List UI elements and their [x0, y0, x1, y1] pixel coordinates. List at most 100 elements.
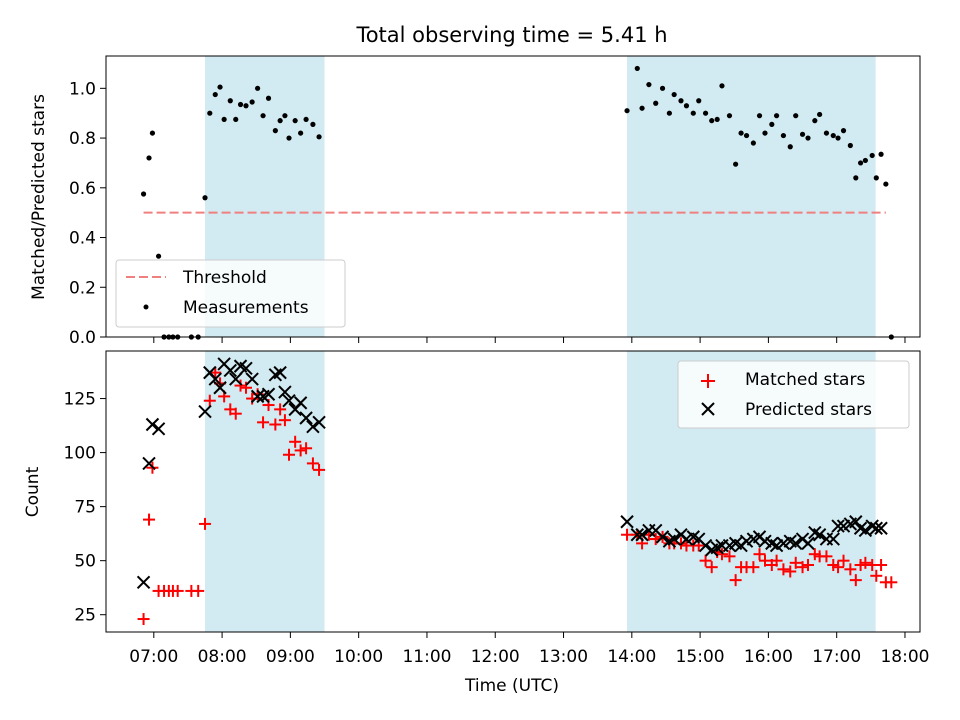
measurement-point — [883, 181, 889, 187]
matched-star-point — [715, 548, 728, 561]
measurement-point — [233, 116, 239, 123]
measurement-point — [756, 113, 763, 119]
matched-star-point — [283, 448, 296, 461]
measurement-point — [666, 110, 672, 116]
measurement-point — [793, 113, 799, 119]
matched-star-point — [729, 574, 742, 587]
predicted-star-point — [142, 456, 156, 471]
measurement-point — [857, 160, 864, 166]
predicted-legend-label: Predicted stars — [745, 400, 872, 420]
top-legend: Threshold Measurements — [115, 259, 346, 328]
predicted-star-point — [223, 363, 237, 378]
x-tick-label: 07:00 — [129, 647, 178, 667]
measurement-point — [823, 130, 830, 136]
matched-star-point — [239, 381, 252, 394]
measurement-point — [853, 175, 859, 181]
x-tick-label: 13:00 — [539, 647, 588, 667]
measurement-point — [292, 118, 298, 124]
measurements-legend-swatch — [143, 304, 149, 310]
measurement-point — [140, 191, 147, 197]
matched-star-point — [192, 584, 205, 597]
matched-star-point — [770, 554, 783, 567]
matched-star-point — [621, 528, 634, 541]
x-tick-label: 16:00 — [744, 647, 793, 667]
matched-star-point — [784, 565, 797, 578]
matched-star-point — [777, 563, 790, 576]
measurement-point — [286, 135, 292, 141]
measurement-point — [243, 103, 249, 109]
measurement-point — [646, 81, 652, 88]
measurement-point — [265, 95, 272, 101]
matched-star-point — [234, 379, 247, 392]
measurement-point — [249, 99, 255, 105]
measurement-point — [709, 118, 715, 124]
bottom-legend-box — [677, 360, 910, 429]
x-tick-label: 10:00 — [334, 647, 383, 667]
measurement-point — [237, 101, 244, 108]
x-tick-label: 18:00 — [880, 647, 929, 667]
matched-star-point — [885, 576, 898, 589]
measurement-point — [733, 161, 739, 167]
matched-star-point — [747, 561, 760, 574]
measurement-point — [659, 85, 666, 91]
predicted-star-point — [198, 404, 212, 419]
matched-star-point — [137, 613, 150, 626]
measurement-point — [653, 100, 659, 106]
predicted-star-point — [278, 385, 292, 399]
measurement-point — [799, 131, 806, 137]
predicted-star-point — [667, 532, 681, 546]
y-tick-label: 0.6 — [69, 179, 96, 199]
matched-star-point — [229, 407, 242, 420]
bottom-legend: Matched stars Predicted stars — [677, 360, 910, 429]
matched-star-point — [870, 569, 883, 582]
measurement-point — [298, 130, 304, 136]
ratio-panel: 0.0 0.2 0.4 0.6 0.8 1.0 Matched/Predicted sta… — [29, 55, 921, 348]
measurement-point — [212, 91, 218, 98]
predicted-star-point — [136, 575, 151, 589]
predicted-star-point — [229, 372, 243, 386]
matched-star-point — [832, 561, 845, 574]
measurement-point — [787, 144, 793, 150]
y-tick-label: 25 — [74, 606, 96, 626]
measurement-point — [847, 142, 853, 149]
measurement-point — [780, 132, 787, 139]
measurement-point — [817, 111, 823, 118]
matched-star-point — [699, 554, 712, 567]
measurement-point — [678, 98, 684, 104]
predicted-star-point — [826, 532, 840, 546]
predicted-star-point — [213, 381, 227, 395]
measurement-point — [743, 132, 750, 139]
measurement-point — [683, 103, 690, 109]
predicted-star-point — [239, 361, 253, 375]
measurement-point — [738, 130, 744, 136]
measurement-point — [146, 155, 152, 161]
count-plot-area — [136, 357, 898, 626]
measurement-point — [221, 116, 227, 123]
measurement-point — [719, 83, 725, 89]
measurement-point — [835, 135, 841, 141]
measurement-point — [202, 195, 208, 201]
measurement-point — [769, 121, 775, 127]
matched-star-point — [758, 554, 771, 567]
threshold-legend-label: Threshold — [182, 268, 267, 288]
measurement-point — [277, 118, 283, 124]
y-tick-label: 0.0 — [69, 328, 96, 348]
predicted-star-point — [635, 528, 649, 542]
matched-star-point — [705, 561, 718, 574]
measurement-point — [282, 113, 288, 119]
matched-star-point — [859, 556, 872, 569]
y-tick-label: 75 — [74, 498, 96, 518]
matched-legend-label: Matched stars — [745, 370, 865, 390]
y-tick-label: 0.8 — [69, 129, 96, 149]
top-y-axis-label: Matched/Predicted stars — [29, 94, 49, 300]
matched-star-point — [300, 442, 313, 455]
matched-star-point — [294, 444, 307, 457]
measurement-point — [316, 134, 322, 140]
measurement-point — [310, 121, 316, 127]
predicted-star-point — [789, 536, 803, 551]
predicted-star-point — [698, 538, 713, 553]
matched-star-point — [278, 414, 291, 427]
matched-star-point — [143, 513, 156, 526]
measurement-point — [805, 135, 811, 141]
